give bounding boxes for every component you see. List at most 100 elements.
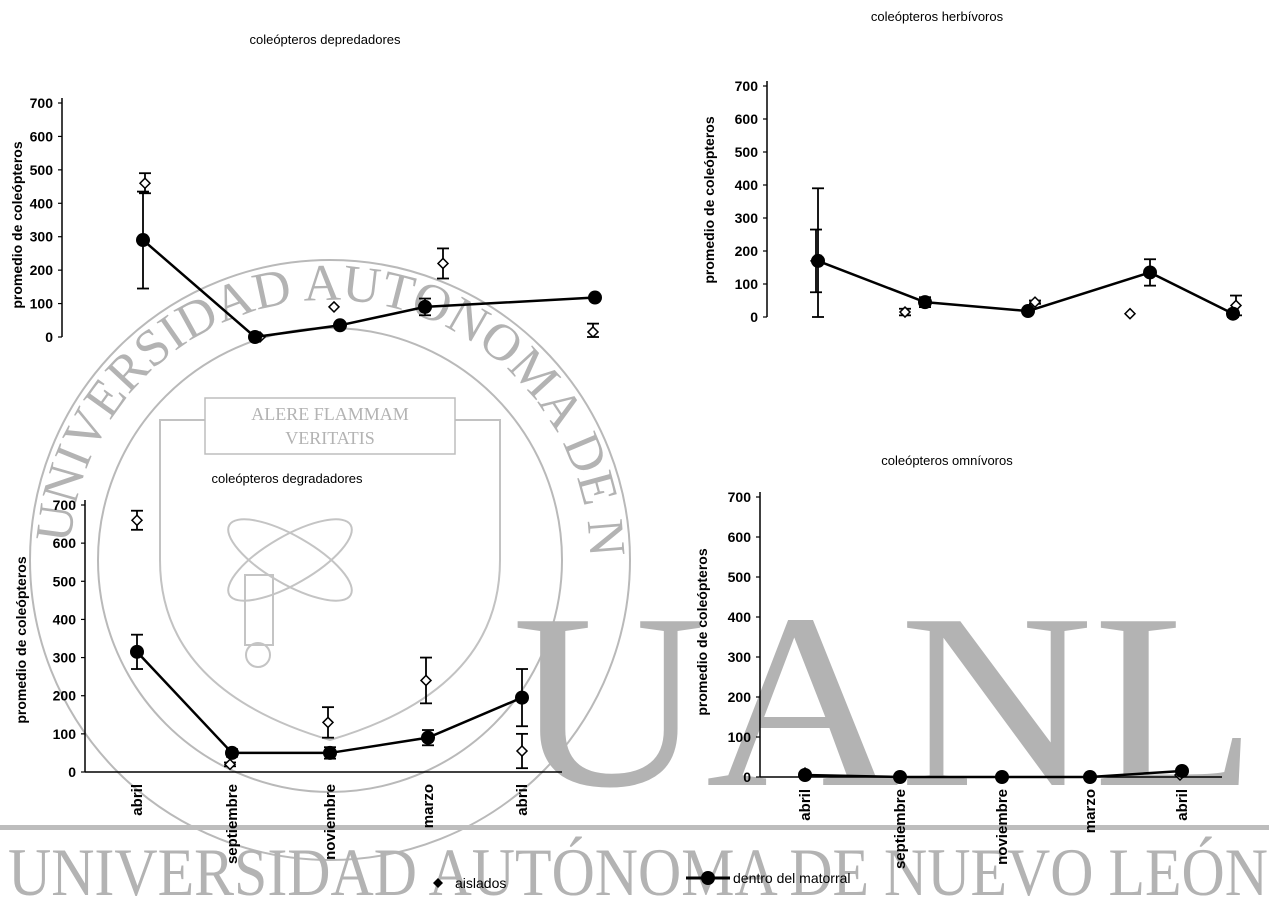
x-tick-label: noviembre bbox=[994, 789, 1011, 865]
y-tick-label: 200 bbox=[30, 262, 54, 278]
y-tick-label: 100 bbox=[728, 729, 752, 745]
seal-shield bbox=[159, 419, 501, 742]
y-tick-label: 400 bbox=[735, 177, 759, 193]
y-tick-label: 700 bbox=[53, 497, 77, 513]
y-tick-label: 700 bbox=[735, 78, 759, 94]
data-point-aislados bbox=[130, 514, 144, 527]
y-tick-label: 300 bbox=[735, 210, 759, 226]
y-tick-label: 600 bbox=[30, 128, 54, 144]
y-tick-label: 100 bbox=[735, 276, 759, 292]
seal-motto-2: VERITATIS bbox=[285, 428, 375, 448]
y-tick-label: 200 bbox=[735, 243, 759, 259]
watermark-big-letters: UANL bbox=[512, 563, 1257, 840]
data-point-dentro-del-matorral bbox=[130, 644, 144, 659]
y-tick-label: 500 bbox=[735, 144, 759, 160]
y-tick-label: 700 bbox=[30, 95, 54, 111]
data-point-dentro-del-matorral bbox=[811, 253, 825, 268]
data-point-aislados bbox=[321, 716, 335, 729]
watermark-divider bbox=[0, 825, 1269, 830]
y-tick-label: 300 bbox=[30, 229, 54, 245]
data-point-dentro-del-matorral bbox=[1226, 306, 1240, 321]
chart-title: coleópteros depredadores bbox=[249, 32, 401, 47]
data-point-dentro-del-matorral bbox=[136, 233, 150, 248]
x-tick-label: septiembre bbox=[224, 784, 241, 864]
y-tick-label: 600 bbox=[53, 535, 77, 551]
x-tick-label: marzo bbox=[420, 784, 437, 828]
watermark-bottom-line: UNIVERSIDAD AUTÓNOMA DE NUEVO LEÓN bbox=[8, 834, 1268, 897]
y-tick-label: 400 bbox=[728, 609, 752, 625]
y-tick-label: 200 bbox=[728, 689, 752, 705]
data-point-aislados bbox=[1123, 307, 1137, 320]
y-tick-label: 500 bbox=[30, 162, 54, 178]
legend-label-dentro-del-matorral: dentro del matorral bbox=[733, 870, 851, 886]
y-tick-label: 300 bbox=[53, 650, 77, 666]
chart-title: coleópteros herbívoros bbox=[871, 9, 1004, 24]
chart-title: coleópteros omnívoros bbox=[881, 453, 1013, 468]
x-tick-label: abril bbox=[797, 789, 814, 821]
data-point-dentro-del-matorral bbox=[418, 299, 432, 314]
y-axis-label: promedio de coleópteros bbox=[694, 548, 710, 715]
data-point-dentro-del-matorral bbox=[798, 768, 812, 782]
data-point-dentro-del-matorral bbox=[1083, 770, 1097, 784]
y-axis-label: promedio de coleópteros bbox=[9, 141, 25, 308]
data-point-dentro-del-matorral bbox=[333, 318, 347, 333]
data-point-aislados bbox=[515, 744, 529, 758]
data-point-dentro-del-matorral bbox=[918, 295, 932, 310]
data-point-aislados bbox=[586, 325, 600, 339]
data-point-aislados bbox=[898, 305, 912, 319]
chart-title: coleópteros degradadores bbox=[211, 471, 363, 486]
y-tick-label: 200 bbox=[53, 688, 77, 704]
data-point-dentro-del-matorral bbox=[515, 690, 529, 705]
data-point-aislados bbox=[419, 674, 433, 687]
legend-label-aislados: aislados bbox=[455, 875, 506, 891]
data-point-aislados bbox=[327, 300, 341, 313]
y-axis-label: promedio de coleópteros bbox=[701, 116, 717, 283]
y-axis-label: promedio de coleópteros bbox=[13, 556, 29, 723]
legend-item-aislados: aislados bbox=[433, 875, 506, 891]
data-point-dentro-del-matorral bbox=[1143, 265, 1157, 280]
data-point-dentro-del-matorral bbox=[1175, 764, 1189, 778]
y-tick-label: 0 bbox=[750, 309, 758, 325]
x-tick-label: abril bbox=[129, 784, 146, 816]
y-tick-label: 400 bbox=[53, 611, 77, 627]
data-point-dentro-del-matorral bbox=[421, 730, 435, 745]
y-tick-label: 100 bbox=[53, 726, 77, 742]
circle-icon bbox=[701, 871, 715, 885]
data-point-dentro-del-matorral bbox=[248, 330, 262, 344]
x-tick-label: marzo bbox=[1082, 789, 1099, 833]
y-tick-label: 500 bbox=[728, 569, 752, 585]
x-tick-label: abril bbox=[1174, 789, 1191, 821]
x-tick-label: abril bbox=[514, 784, 531, 816]
data-point-dentro-del-matorral bbox=[588, 290, 602, 305]
data-point-dentro-del-matorral bbox=[995, 770, 1009, 784]
y-tick-label: 700 bbox=[728, 489, 752, 505]
y-tick-label: 0 bbox=[45, 329, 53, 345]
diamond-icon bbox=[433, 878, 443, 888]
x-tick-label: septiembre bbox=[892, 789, 909, 869]
data-point-aislados bbox=[436, 257, 450, 270]
data-point-dentro-del-matorral bbox=[893, 770, 907, 784]
seal-motto-1: ALERE FLAMMAM bbox=[251, 404, 409, 424]
y-tick-label: 600 bbox=[735, 111, 759, 127]
y-tick-label: 0 bbox=[68, 764, 76, 780]
data-point-dentro-del-matorral bbox=[323, 745, 337, 760]
data-point-aislados bbox=[223, 758, 237, 771]
y-tick-label: 100 bbox=[30, 296, 54, 312]
x-tick-label: noviembre bbox=[322, 784, 339, 860]
legend-item-dentro-del-matorral: dentro del matorral bbox=[686, 870, 851, 886]
y-tick-label: 500 bbox=[53, 573, 77, 589]
data-point-aislados bbox=[138, 177, 152, 190]
seal-torch-icon bbox=[227, 518, 353, 668]
data-point-dentro-del-matorral bbox=[225, 745, 239, 760]
y-tick-label: 600 bbox=[728, 529, 752, 545]
y-tick-label: 400 bbox=[30, 195, 54, 211]
data-point-dentro-del-matorral bbox=[1021, 304, 1035, 319]
y-tick-label: 0 bbox=[743, 769, 751, 785]
y-tick-label: 300 bbox=[728, 649, 752, 665]
